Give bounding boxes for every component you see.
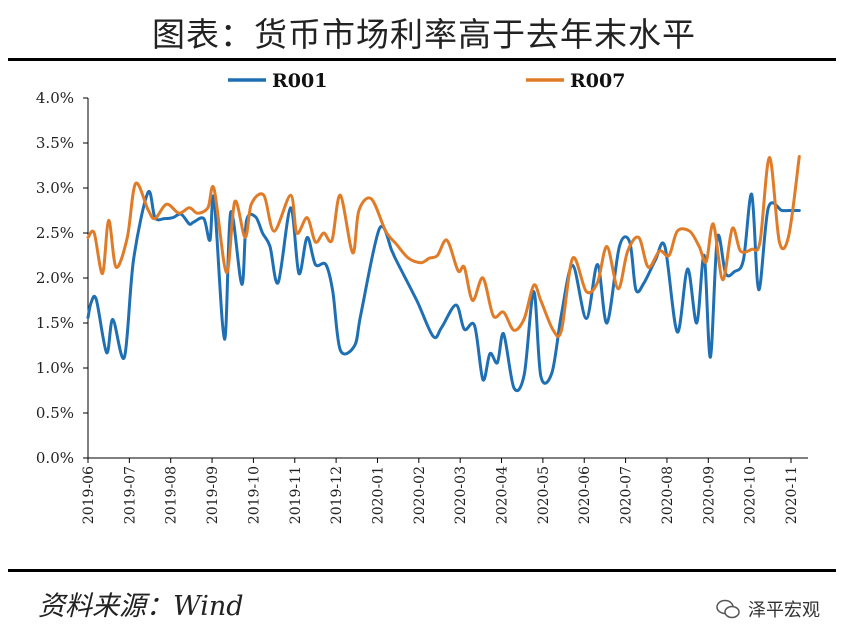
x-tick-label: 2020-06 [577, 466, 593, 524]
x-tick-label: 2020-03 [453, 466, 469, 524]
x-tick-label: 2020-01 [370, 466, 386, 524]
chart-title: 图表：货币市场利率高于去年末水平 [152, 15, 696, 54]
series-line-r007 [86, 155, 801, 339]
x-tick-label: 2020-11 [784, 466, 800, 524]
x-tick-label: 2019-07 [122, 466, 138, 524]
wechat-icon [716, 599, 740, 619]
y-tick-label: 0.0% [36, 449, 74, 467]
legend-label-r007: R007 [570, 70, 625, 92]
source-note: 资料来源：Wind [38, 591, 244, 622]
axes: 0.0% 0.5% 1.0% 1.5% 2.0% 2.5% 3.0% 3.5% 4.0% 2019… [36, 89, 808, 524]
x-tick-label: 2019-11 [288, 466, 304, 524]
series-lines [86, 155, 801, 393]
legend: R001 R007 [228, 70, 625, 92]
x-tick-label: 2020-09 [701, 466, 717, 524]
y-tick-label: 3.5% [36, 134, 74, 152]
y-tick-label: 4.0% [36, 89, 74, 107]
y-tick-label: 2.5% [36, 224, 74, 242]
x-tick-label: 2019-06 [81, 466, 97, 524]
y-tick-label: 1.5% [36, 314, 74, 332]
title-divider [8, 58, 836, 61]
x-tick-label: 2019-10 [246, 466, 262, 524]
y-tick-label: 2.0% [36, 269, 74, 287]
x-tick-label: 2019-08 [164, 466, 180, 524]
y-tick-label: 3.0% [36, 179, 74, 197]
watermark-text: 泽平宏观 [748, 600, 820, 621]
x-tick-label: 2020-02 [412, 466, 428, 524]
x-tick-label: 2020-10 [743, 466, 759, 524]
source-divider [8, 569, 836, 572]
legend-label-r001: R001 [272, 70, 327, 92]
x-tick-label: 2020-04 [495, 466, 511, 524]
y-tick-label: 0.5% [36, 404, 74, 422]
x-tick-label: 2020-08 [660, 466, 676, 524]
x-tick-label: 2020-05 [536, 466, 552, 524]
x-tick-label: 2019-09 [205, 466, 221, 524]
x-tick-label: 2020-07 [619, 466, 635, 524]
y-tick-label: 1.0% [36, 359, 74, 377]
series-line-r001 [86, 189, 801, 393]
watermark: 泽平宏观 [716, 596, 820, 622]
x-tick-label: 2019-12 [329, 466, 345, 524]
